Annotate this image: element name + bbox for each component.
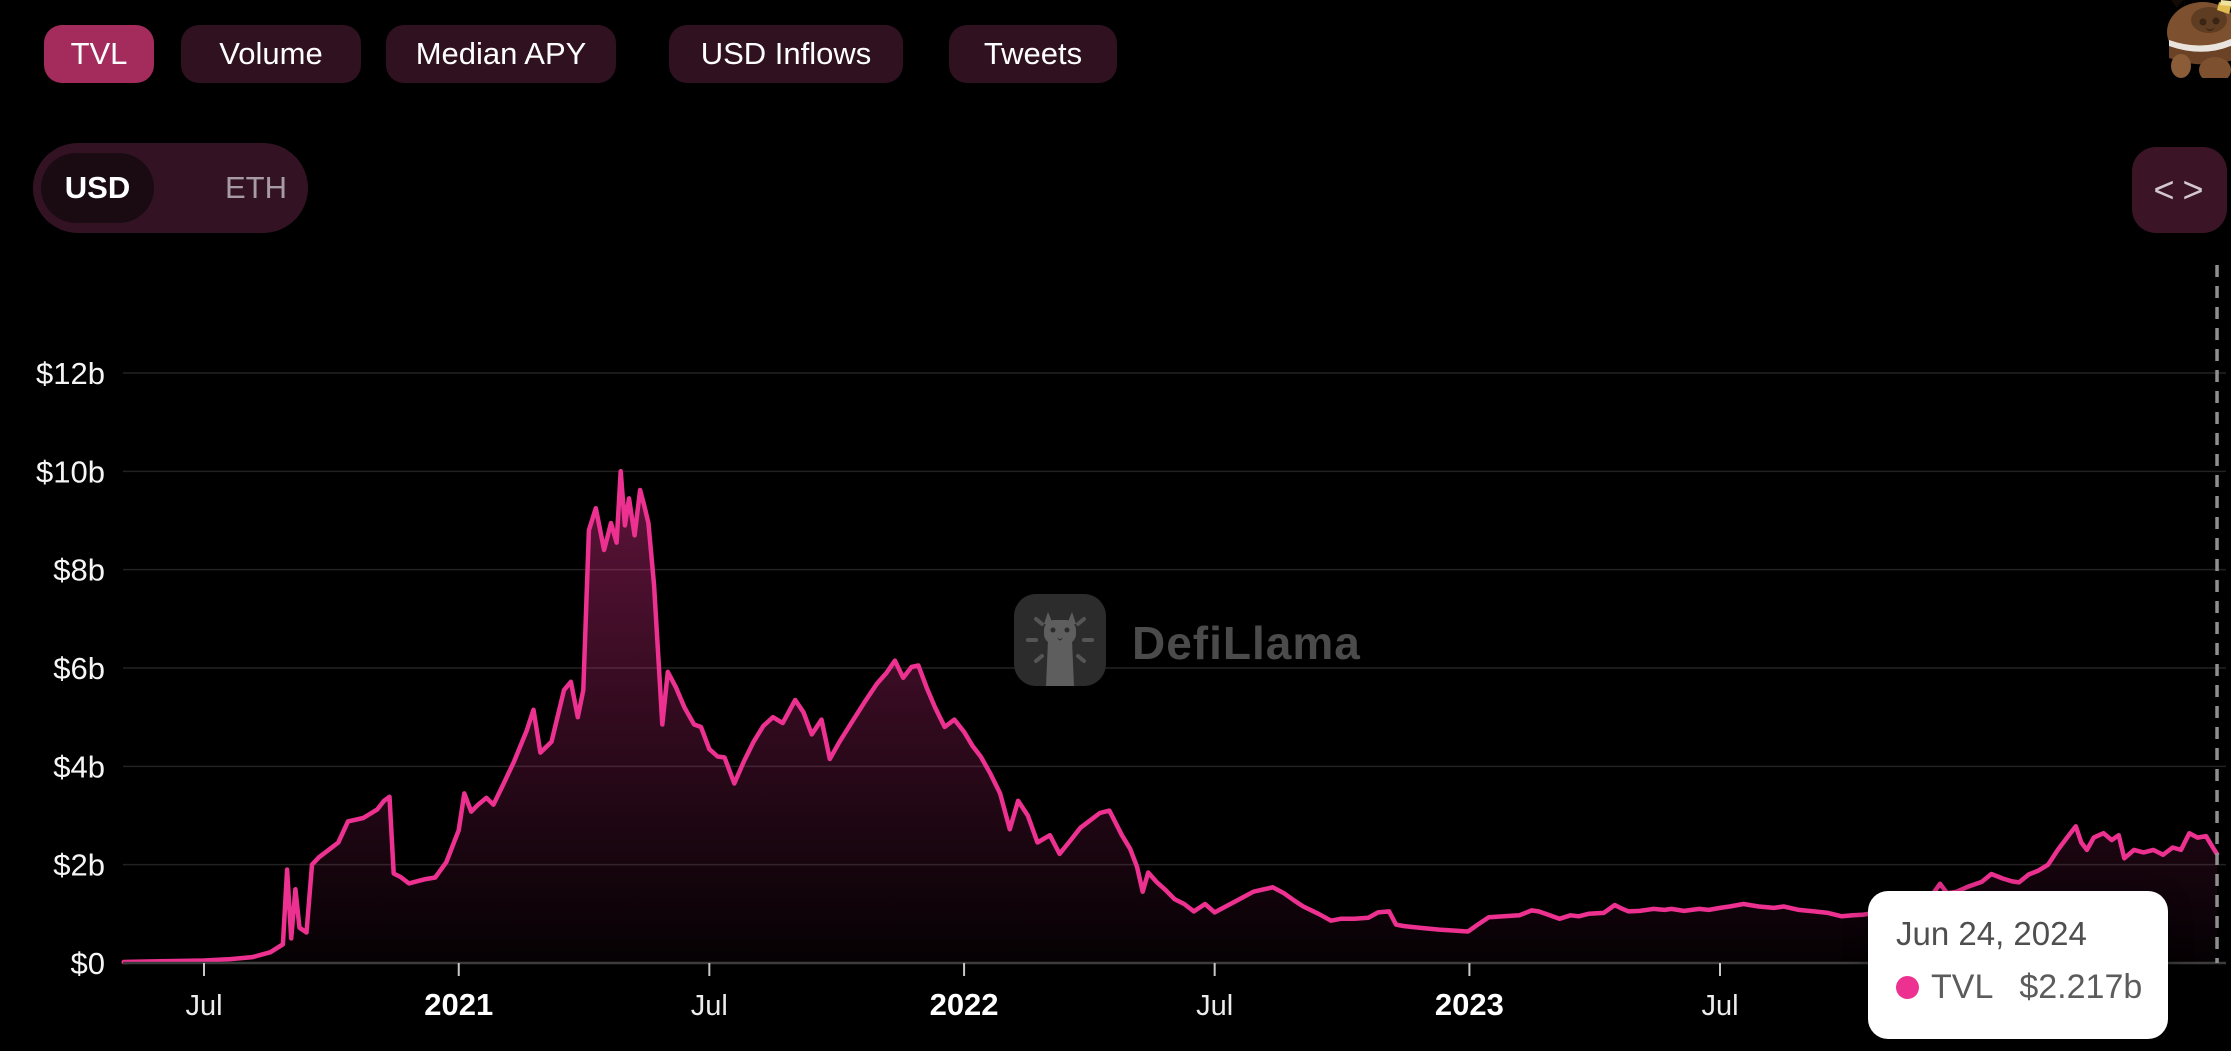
svg-text:Jul: Jul <box>1701 990 1738 1022</box>
svg-text:$0: $0 <box>71 946 105 981</box>
tab-usd-inflows[interactable]: USD Inflows <box>669 25 903 83</box>
tab-volume[interactable]: Volume <box>181 25 361 83</box>
tooltip-series-name: TVL <box>1931 968 1994 1006</box>
svg-text:2023: 2023 <box>1435 987 1504 1022</box>
currency-option-eth[interactable]: ETH <box>225 170 287 205</box>
svg-text:2022: 2022 <box>930 987 999 1022</box>
svg-text:2021: 2021 <box>424 987 493 1022</box>
svg-text:Jul: Jul <box>1196 990 1233 1022</box>
embed-chart-button[interactable]: <> <box>2132 147 2227 233</box>
svg-text:Jul: Jul <box>691 990 728 1022</box>
svg-text:$6b: $6b <box>53 651 105 686</box>
chart-tooltip: Jun 24, 2024 TVL $2.217b <box>1868 891 2168 1039</box>
svg-text:$8b: $8b <box>53 553 105 588</box>
svg-text:$10b: $10b <box>36 454 105 489</box>
svg-text:$4b: $4b <box>53 749 105 784</box>
llama-mascot-image <box>2163 0 2231 78</box>
svg-text:$2b: $2b <box>53 848 105 883</box>
svg-text:Jul: Jul <box>185 990 222 1022</box>
tab-median-apy[interactable]: Median APY <box>386 25 616 83</box>
code-brackets-icon: <> <box>2153 169 2212 210</box>
tooltip-date: Jun 24, 2024 <box>1896 915 2087 952</box>
currency-toggle[interactable]: USD ETH <box>33 143 308 233</box>
tab-tvl[interactable]: TVL <box>44 25 154 83</box>
currency-option-usd[interactable]: USD <box>41 153 154 223</box>
tab-tweets[interactable]: Tweets <box>949 25 1117 83</box>
chart-metric-tabs: TVL Volume Median APY USD Inflows Tweets <box>0 25 2231 83</box>
series-dot-icon <box>1896 976 1919 999</box>
svg-text:$12b: $12b <box>36 356 105 391</box>
tooltip-series-value: $2.217b <box>2019 968 2143 1006</box>
